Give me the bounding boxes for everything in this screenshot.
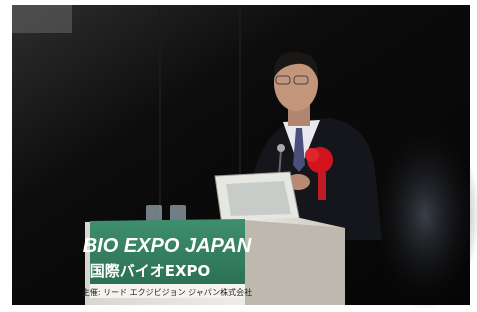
lens-flare: [370, 120, 477, 310]
monitor-screen: [226, 181, 291, 216]
photo: BIO EXPO JAPAN 国際バイオEXPO 主催: リード エクジビジョン…: [0, 0, 477, 312]
sign-title: BIO EXPO JAPAN: [83, 235, 252, 257]
page: BIO EXPO JAPAN 国際バイオEXPO 主催: リード エクジビジョン…: [0, 0, 477, 312]
podium-side: [245, 220, 345, 305]
ceiling-light: [12, 5, 72, 33]
flower: [305, 148, 319, 162]
microphone-head: [277, 144, 285, 152]
water-glass: [146, 205, 162, 221]
ribbon: [318, 172, 326, 200]
sign-organizer: 主催: リード エクジビジョン ジャパン株式会社: [82, 287, 252, 297]
sign-subtitle: 国際バイオEXPO: [90, 262, 211, 280]
water-glass: [170, 205, 186, 221]
